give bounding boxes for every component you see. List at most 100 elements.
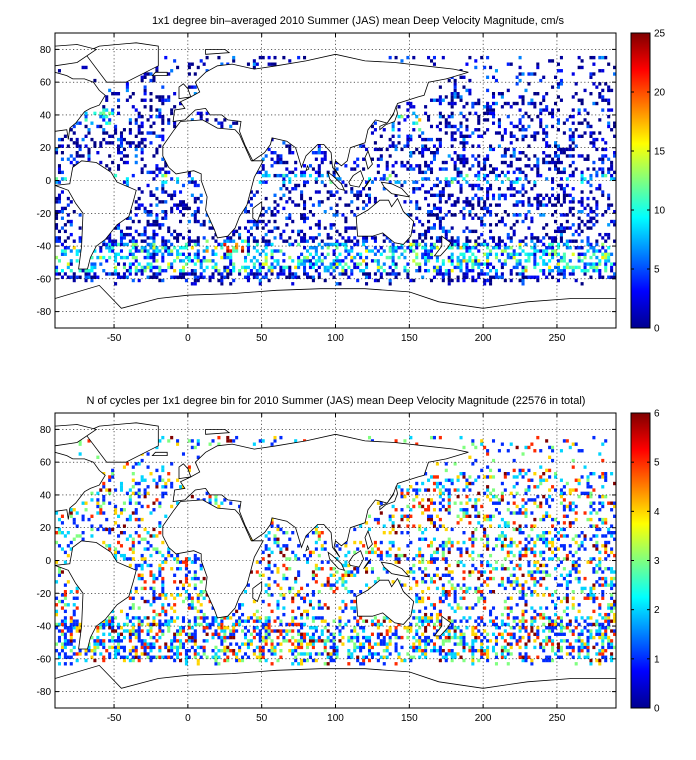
data-cell xyxy=(518,55,522,60)
data-cell xyxy=(125,216,129,220)
data-cell xyxy=(474,639,478,643)
data-cell xyxy=(179,580,183,584)
data-cell xyxy=(338,639,342,643)
data-cell xyxy=(155,216,159,220)
data-cell xyxy=(468,111,472,116)
data-cell xyxy=(69,619,73,623)
data-cell xyxy=(583,118,587,122)
data-cell xyxy=(406,635,410,640)
data-cell xyxy=(435,629,439,633)
data-cell xyxy=(232,55,236,60)
data-cell xyxy=(179,210,183,214)
data-cell xyxy=(143,85,147,89)
data-cell xyxy=(108,249,112,253)
data-cell xyxy=(444,658,448,663)
data-cell xyxy=(87,128,91,132)
data-cell xyxy=(184,580,188,584)
data-cell xyxy=(418,560,422,564)
data-cell xyxy=(580,200,584,204)
data-cell xyxy=(297,606,301,610)
data-cell xyxy=(568,200,572,204)
data-cell xyxy=(435,213,439,217)
colorbar-tick-label: 10 xyxy=(654,206,666,217)
data-cell xyxy=(63,246,67,250)
data-cell xyxy=(255,570,259,574)
data-cell xyxy=(57,210,61,214)
data-cell xyxy=(158,95,162,99)
data-cell xyxy=(176,655,180,659)
data-cell xyxy=(365,180,369,184)
data-cell xyxy=(429,213,434,217)
data-cell xyxy=(314,658,318,663)
data-cell xyxy=(427,114,431,119)
data-cell xyxy=(161,655,165,659)
data-cell xyxy=(93,249,97,253)
data-cell xyxy=(149,92,153,96)
data-cell xyxy=(438,98,442,102)
data-cell xyxy=(491,121,496,125)
data-cell xyxy=(607,170,611,175)
data-cell xyxy=(140,645,144,650)
data-cell xyxy=(69,635,73,640)
data-cell xyxy=(418,596,422,600)
data-cell xyxy=(610,570,614,574)
data-cell xyxy=(521,619,525,623)
data-cell xyxy=(477,622,481,627)
data-cell xyxy=(314,190,318,194)
data-cell xyxy=(406,167,410,171)
data-cell xyxy=(574,563,578,568)
data-cell xyxy=(462,275,466,279)
data-cell xyxy=(601,645,605,650)
data-cell xyxy=(149,586,153,591)
data-cell xyxy=(459,262,463,266)
data-cell xyxy=(90,635,94,640)
data-cell xyxy=(158,635,162,640)
data-cell xyxy=(359,649,363,653)
data-cell xyxy=(314,180,318,184)
data-cell xyxy=(226,252,230,256)
data-cell xyxy=(530,203,534,207)
data-cell xyxy=(241,265,245,270)
data-cell xyxy=(429,137,434,142)
data-cell xyxy=(539,121,543,125)
data-cell xyxy=(367,635,372,640)
data-cell xyxy=(518,72,522,76)
data-cell xyxy=(69,629,73,633)
data-cell xyxy=(500,622,504,627)
data-cell xyxy=(179,632,183,636)
data-cell xyxy=(521,95,525,99)
data-cell xyxy=(465,160,469,165)
data-cell xyxy=(300,639,304,643)
data-cell xyxy=(497,632,501,636)
data-cell xyxy=(406,134,410,138)
data-cell xyxy=(542,249,546,253)
data-cell xyxy=(267,629,271,633)
data-cell xyxy=(397,255,401,260)
data-cell xyxy=(556,196,560,201)
data-cell xyxy=(462,590,466,594)
data-cell xyxy=(78,629,82,633)
data-cell xyxy=(300,193,304,197)
data-cell xyxy=(562,193,566,197)
data-cell xyxy=(444,567,448,571)
data-cell xyxy=(589,662,593,666)
x-tick-label: 150 xyxy=(401,333,418,344)
data-cell xyxy=(55,272,59,276)
data-cell xyxy=(503,173,507,178)
data-cell xyxy=(117,242,121,247)
data-cell xyxy=(60,216,64,220)
data-cell xyxy=(362,629,366,633)
data-cell xyxy=(170,69,174,73)
data-cell xyxy=(527,635,531,640)
data-cell xyxy=(471,101,475,106)
data-cell xyxy=(486,118,490,122)
data-cell xyxy=(326,655,330,659)
data-cell xyxy=(134,655,138,659)
data-cell xyxy=(613,134,616,138)
data-cell xyxy=(503,622,507,627)
data-cell xyxy=(497,236,501,240)
data-cell xyxy=(152,609,156,614)
data-cell xyxy=(181,599,186,604)
data-cell xyxy=(548,272,552,276)
data-cell xyxy=(60,210,64,214)
